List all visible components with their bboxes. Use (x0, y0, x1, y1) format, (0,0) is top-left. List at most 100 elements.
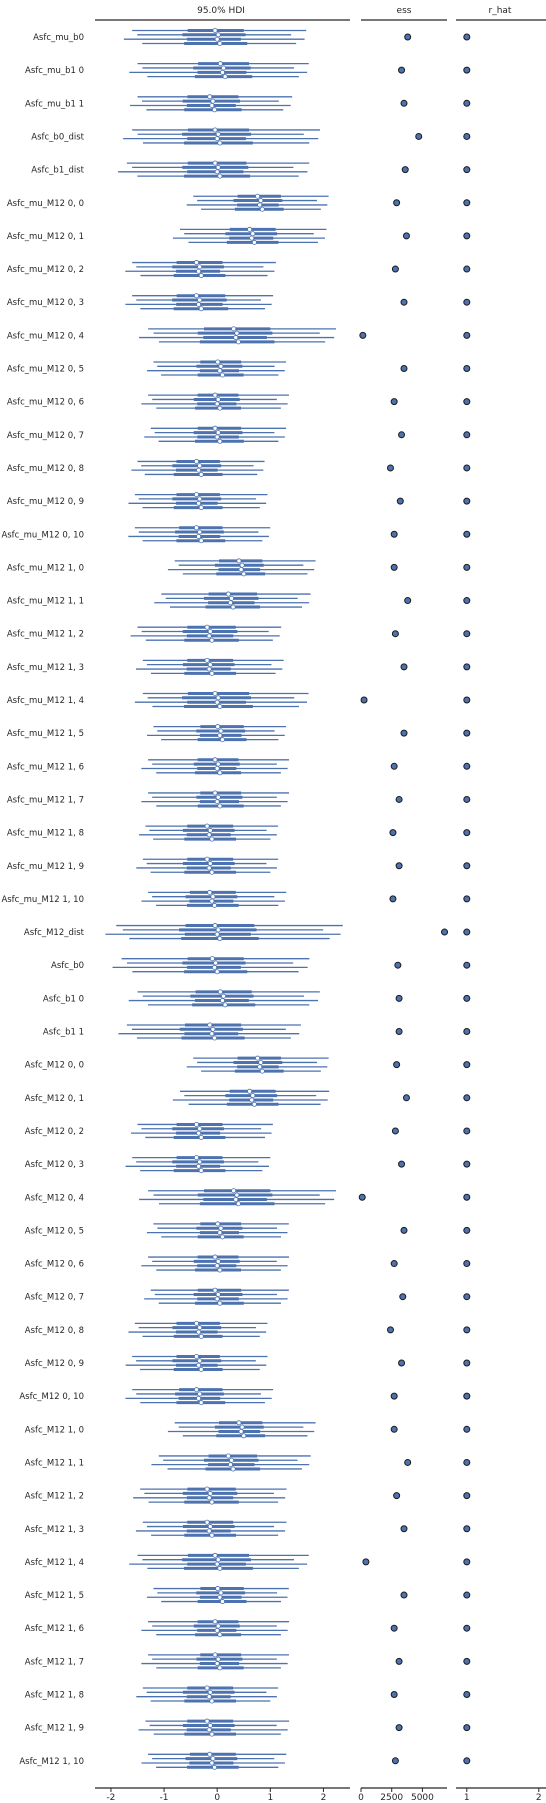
median-point (207, 662, 213, 668)
median-point (198, 1367, 204, 1373)
rhat-point (463, 1492, 471, 1500)
median-point (206, 865, 212, 871)
median-point (233, 1196, 239, 1202)
median-point (221, 65, 227, 71)
median-point (193, 1121, 199, 1127)
median-point (255, 193, 261, 199)
ess-point (390, 530, 398, 538)
median-point (214, 799, 220, 805)
median-point (209, 1532, 215, 1538)
rhat-point (463, 795, 471, 803)
median-point (229, 595, 235, 601)
rhat-point (463, 1624, 471, 1632)
variable-label: Asfc_mu_M12 0, 7 (7, 431, 84, 441)
variable-label: Asfc_M12 1, 1 (25, 1458, 84, 1468)
median-point (214, 931, 220, 937)
ess-point (395, 1028, 403, 1035)
rhat-point (463, 1061, 471, 1069)
median-point (217, 1632, 223, 1638)
x-tick-label: 2 (321, 1793, 327, 1803)
ess-point (402, 232, 410, 240)
x-tick-label: -2 (106, 1793, 115, 1803)
rhat-point (463, 1260, 471, 1268)
ess-point (401, 166, 409, 174)
ess-point (362, 1558, 370, 1566)
median-point (212, 757, 218, 763)
variable-label: Asfc_M12 0, 4 (25, 1193, 84, 1203)
ess-point (389, 829, 397, 837)
x-tick-label: 2500 (380, 1793, 403, 1803)
median-point (196, 467, 202, 473)
rhat-point (463, 862, 471, 870)
ess-point (395, 994, 403, 1002)
median-point (258, 198, 264, 204)
median-point (196, 1163, 202, 1169)
median-point (212, 160, 218, 166)
median-point (212, 1287, 218, 1293)
median-point (236, 1420, 242, 1426)
median-point (204, 1486, 210, 1492)
ess-point (391, 1757, 399, 1765)
median-point (215, 794, 221, 800)
median-point (215, 32, 221, 38)
median-point (212, 107, 218, 113)
rhat-point (463, 431, 471, 439)
median-point (207, 1022, 213, 1028)
median-point (217, 1230, 223, 1236)
rhat-point (463, 1525, 471, 1533)
rhat-point (463, 597, 471, 605)
median-point (212, 1035, 218, 1041)
ess-point (389, 895, 397, 903)
variable-label: Asfc_mu_M12 0, 1 (7, 232, 84, 242)
median-point (231, 1188, 237, 1194)
median-point (193, 1354, 199, 1360)
median-point (229, 1457, 235, 1463)
median-point (215, 131, 221, 137)
ess-point (398, 1160, 406, 1168)
x-tick-label: 1 (464, 1793, 470, 1803)
ess-point (400, 1226, 408, 1234)
median-point (209, 637, 215, 643)
variable-label: Asfc_b1_dist (31, 166, 84, 176)
ess-point (386, 464, 394, 472)
median-point (193, 458, 199, 464)
ess-point (404, 33, 412, 41)
median-point (230, 604, 236, 610)
variable-label: Asfc_mu_M12 0, 8 (7, 464, 84, 474)
median-point (193, 492, 199, 498)
rhat-point (463, 530, 471, 538)
rhat-point (463, 762, 471, 770)
median-point (257, 202, 263, 208)
variable-label: Asfc_mu_M12 1, 9 (7, 862, 84, 872)
ess-point (390, 1691, 398, 1698)
median-point (221, 993, 227, 999)
ess-point (396, 497, 404, 505)
ess-point (400, 298, 408, 306)
median-point (197, 496, 203, 502)
median-point (258, 1059, 264, 1065)
median-point (209, 1499, 215, 1505)
median-point (222, 1002, 228, 1008)
median-point (193, 1155, 199, 1161)
median-point (197, 1325, 203, 1331)
median-point (259, 206, 265, 212)
median-point (212, 392, 218, 398)
median-point (198, 1333, 204, 1339)
median-point (209, 670, 215, 676)
median-point (198, 538, 204, 544)
rhat-point (463, 331, 471, 339)
median-point (209, 103, 215, 109)
ess-point (441, 928, 449, 936)
variable-label: Asfc_mu_M12 1, 4 (7, 696, 84, 706)
variable-label: Asfc_M12 1, 7 (25, 1657, 84, 1667)
median-point (214, 1661, 220, 1667)
median-point (196, 1362, 202, 1368)
median-point (212, 923, 218, 929)
median-point (204, 624, 210, 630)
hdi-panel: 95.0% HDI -2 -1 0 1 2 (95, 6, 350, 1803)
median-point (247, 1088, 253, 1094)
median-point (204, 1685, 210, 1691)
ess-point (404, 1458, 412, 1466)
median-point (197, 297, 203, 303)
rhat-point (463, 563, 471, 571)
